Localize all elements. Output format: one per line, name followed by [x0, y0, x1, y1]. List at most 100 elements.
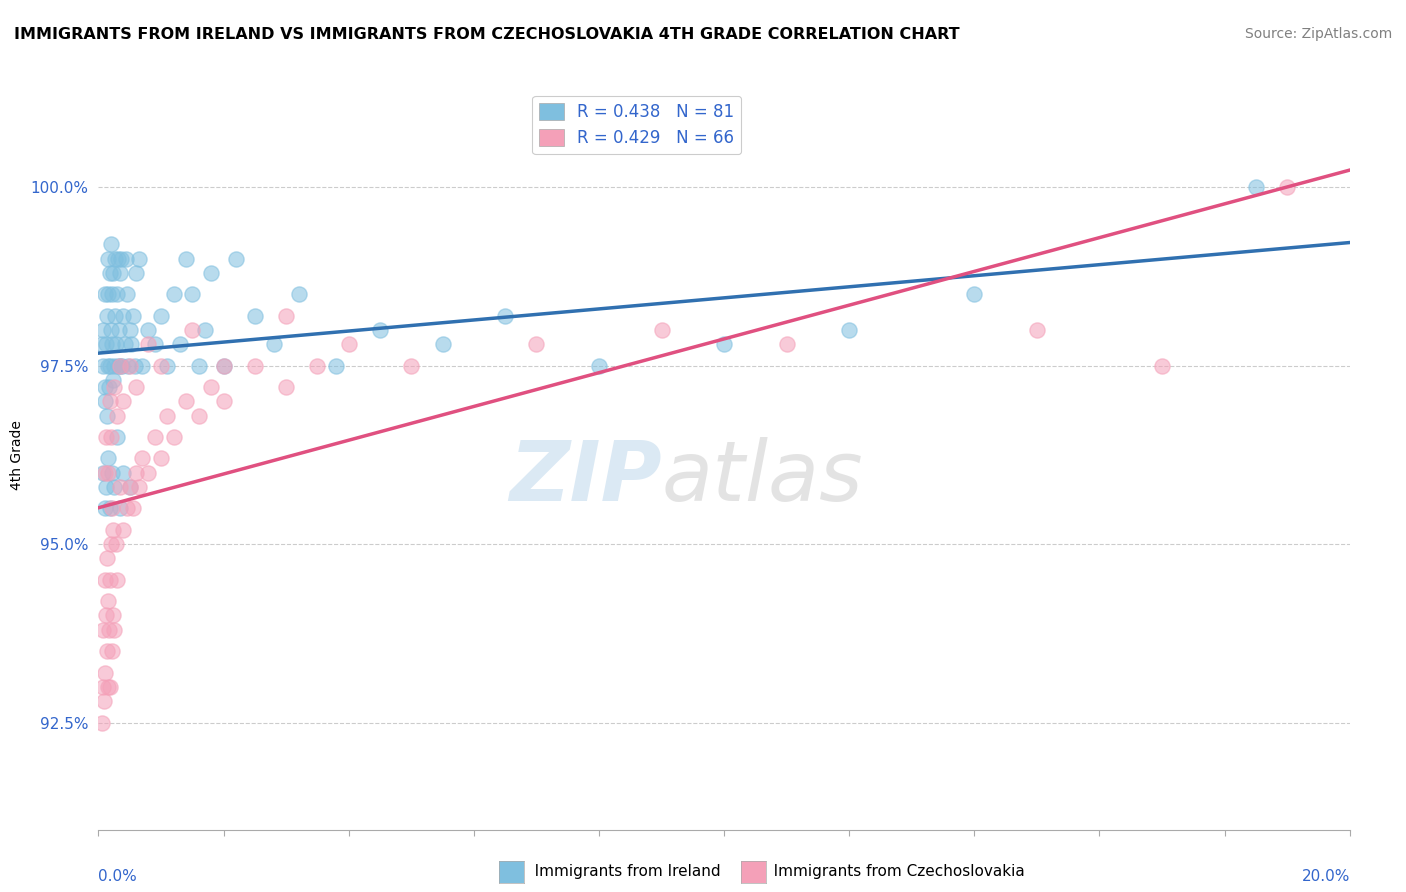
Point — [128, 480, 150, 494]
Point — [104, 337, 127, 351]
Point — [103, 623, 125, 637]
Y-axis label: 4th Grade: 4th Grade — [10, 420, 24, 490]
Point — [838, 323, 860, 337]
Point — [124, 359, 146, 373]
Point — [103, 359, 125, 373]
Point — [243, 359, 266, 373]
Point — [103, 266, 125, 280]
Point — [120, 337, 142, 351]
Point — [112, 394, 135, 409]
Point — [98, 380, 121, 394]
Point — [100, 337, 122, 351]
Point — [225, 252, 247, 266]
Point — [187, 359, 209, 373]
Point — [101, 287, 124, 301]
Point — [91, 359, 114, 373]
Point — [156, 409, 179, 423]
Point — [110, 266, 132, 280]
Point — [103, 480, 125, 494]
Point — [110, 252, 132, 266]
Point — [94, 480, 117, 494]
Point — [115, 252, 138, 266]
Point — [243, 309, 266, 323]
Point — [150, 359, 173, 373]
Point — [93, 380, 115, 394]
Point — [96, 644, 118, 658]
Point — [101, 373, 124, 387]
Point — [93, 623, 115, 637]
Point — [401, 359, 423, 373]
Point — [112, 523, 135, 537]
Point — [96, 309, 118, 323]
Point — [150, 309, 173, 323]
Point — [963, 287, 986, 301]
Legend: R = 0.438   N = 81, R = 0.429   N = 66: R = 0.438 N = 81, R = 0.429 N = 66 — [533, 96, 741, 154]
Point — [97, 466, 120, 480]
Point — [105, 409, 128, 423]
Point — [105, 430, 128, 444]
Point — [162, 430, 184, 444]
Point — [112, 309, 135, 323]
Point — [131, 359, 153, 373]
Point — [194, 323, 217, 337]
Point — [117, 359, 139, 373]
Point — [143, 430, 166, 444]
Point — [103, 380, 125, 394]
Point — [274, 309, 298, 323]
Point — [93, 466, 115, 480]
Point — [108, 323, 131, 337]
Point — [94, 665, 117, 680]
Point — [432, 337, 454, 351]
Point — [98, 680, 121, 694]
Point — [104, 309, 127, 323]
Point — [96, 409, 118, 423]
Point — [325, 359, 347, 373]
Point — [90, 337, 112, 351]
Point — [1150, 359, 1173, 373]
Point — [138, 323, 160, 337]
Point — [101, 466, 124, 480]
Point — [713, 337, 735, 351]
Point — [181, 287, 204, 301]
Text: Immigrants from Ireland: Immigrants from Ireland — [520, 863, 721, 879]
Text: Source: ZipAtlas.com: Source: ZipAtlas.com — [1244, 27, 1392, 41]
Point — [121, 309, 143, 323]
Point — [588, 359, 610, 373]
Point — [100, 237, 122, 252]
Point — [91, 680, 114, 694]
Text: 0.0%: 0.0% — [98, 869, 138, 884]
Point — [108, 359, 131, 373]
Point — [93, 501, 115, 516]
Point — [98, 394, 121, 409]
Point — [200, 380, 222, 394]
Point — [101, 608, 124, 623]
Point — [1277, 180, 1299, 194]
Point — [125, 266, 148, 280]
Point — [174, 394, 197, 409]
Point — [94, 337, 117, 351]
Point — [107, 359, 129, 373]
Point — [97, 359, 120, 373]
Point — [287, 287, 309, 301]
Point — [115, 287, 138, 301]
Point — [94, 394, 117, 409]
Point — [187, 409, 209, 423]
Point — [368, 323, 391, 337]
Point — [103, 523, 125, 537]
Point — [337, 337, 360, 351]
Point — [307, 359, 329, 373]
Text: ZIP: ZIP — [509, 437, 661, 518]
Point — [100, 430, 122, 444]
Point — [131, 451, 153, 466]
Point — [121, 501, 143, 516]
Point — [98, 623, 121, 637]
Point — [110, 480, 132, 494]
Point — [110, 501, 132, 516]
Point — [212, 394, 235, 409]
Point — [93, 287, 115, 301]
Point — [156, 359, 179, 373]
Point — [128, 252, 150, 266]
Point — [125, 380, 148, 394]
Text: IMMIGRANTS FROM IRELAND VS IMMIGRANTS FROM CZECHOSLOVAKIA 4TH GRADE CORRELATION : IMMIGRANTS FROM IRELAND VS IMMIGRANTS FR… — [14, 27, 960, 42]
Point — [98, 359, 121, 373]
